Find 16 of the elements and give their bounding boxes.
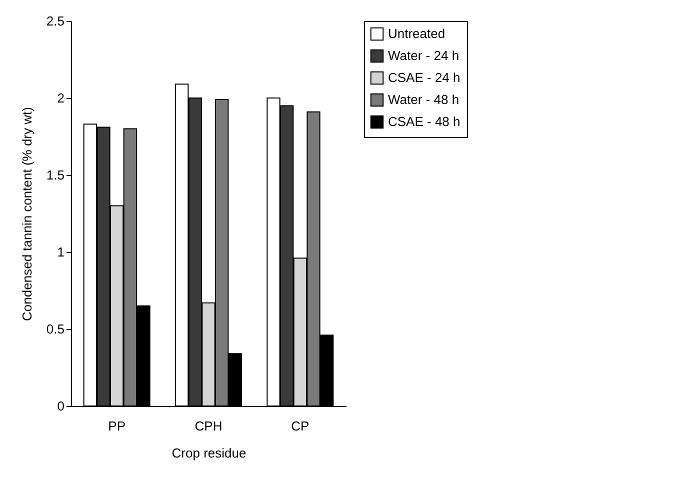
x-tick-label: CPH [194,418,222,434]
legend-label: Untreated [388,26,446,41]
y-tick-label: 1 [57,244,64,260]
x-tick-label: PP [108,418,126,434]
y-tick-label: 2.5 [46,14,64,28]
legend-label: CSAE - 24 h [388,70,460,85]
x-axis-title: Crop residue [172,446,246,460]
legend-label: Water - 48 h [388,92,460,107]
legend-label: Water - 24 h [388,48,460,63]
x-tick-label: CP [291,418,310,434]
y-tick-label: 1.5 [46,168,64,182]
y-tick-label: 2 [57,90,64,106]
y-axis-title: Condensed tannin content (% dry wt) [19,107,34,321]
legend-label: CSAE - 48 h [388,114,460,129]
y-tick-label: 0.5 [46,322,64,336]
y-tick-label: 0 [57,398,64,414]
